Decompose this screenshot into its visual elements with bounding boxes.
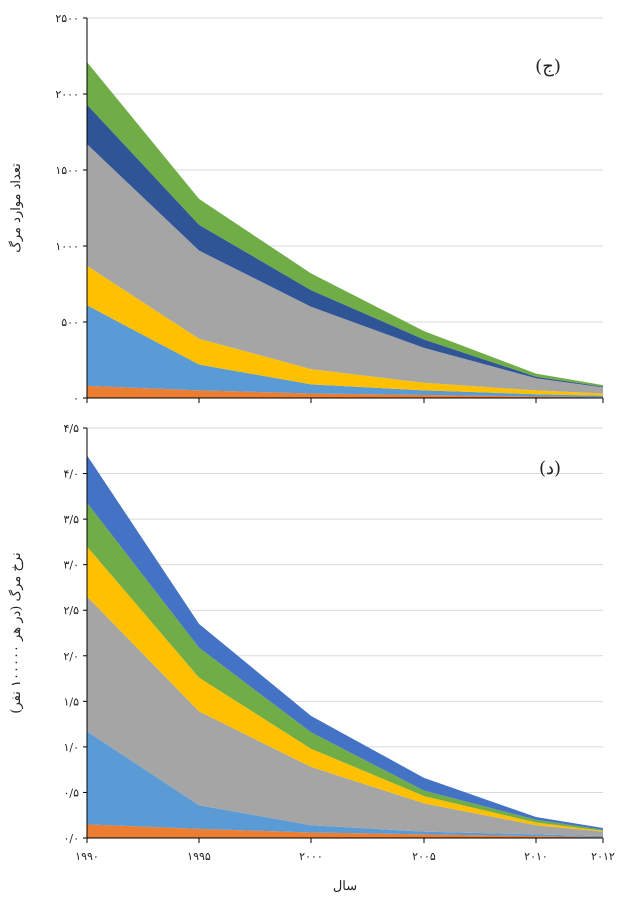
y-tick-label: ۱۵۰۰ [55, 164, 79, 177]
y-tick-label: ۳/۵ [63, 513, 79, 526]
x-tick-label: ۲۰۰۵ [412, 850, 436, 863]
y-tick-label: ۴/۵ [63, 422, 79, 435]
y-tick-label: ۰/۰ [63, 832, 79, 845]
x-tick-label: ۲۰۱۲ [591, 850, 615, 863]
x-axis-title: سال [333, 879, 357, 894]
x-tick-label: ۲۰۱۰ [524, 850, 548, 863]
y-axis-title: نرخ مرگ (در هر ۱۰۰۰۰۰ نفر) [8, 552, 24, 713]
y-tick-label: ۴/۰ [63, 468, 79, 481]
chart-panel-2: ۰/۰ ۰/۵ ۱/۰ ۱/۵ ۲/۰ ۲/۵ ۳/۰ ۳/۵ ۴/۰ ۴/۵ (د) نرخ مرگ… [8, 422, 615, 894]
y-tick-label: ۱۰۰۰ [55, 240, 79, 253]
y-tick-label: ۰/۵ [63, 786, 79, 799]
area-series-2 [87, 731, 603, 838]
y-axis-title: تعداد موارد مرگ [8, 163, 24, 253]
area-series-4 [87, 144, 603, 394]
y-tick-label: ۲۵۰۰ [55, 12, 79, 25]
y-tick-label: ۲۰۰۰ [55, 88, 79, 101]
y-tick-label: ۲/۵ [63, 604, 79, 617]
area-series-1 [87, 385, 603, 398]
y-tick-label: ۲/۰ [63, 650, 79, 663]
y-tick-label: ۳/۰ [63, 559, 79, 572]
y-tick-label: ۱/۵ [63, 695, 79, 708]
panel-label: (ج) [535, 56, 561, 77]
area-series-5 [87, 502, 603, 831]
y-tick-label: ۱/۰ [63, 741, 79, 754]
x-tick-label: ۱۹۹۰ [75, 850, 99, 863]
y-tick-label: ۰ [73, 392, 79, 405]
x-tick-label: ۲۰۰۰ [299, 850, 323, 863]
area-series-3 [87, 596, 603, 837]
panel-label: (د) [539, 458, 561, 479]
x-tick-label: ۱۹۹۵ [187, 850, 211, 863]
area-series-2 [87, 305, 603, 398]
y-tick-label: ۵۰۰ [61, 316, 79, 329]
area-series-1 [87, 824, 603, 838]
chart-panel-1: ۰ ۵۰۰ ۱۰۰۰ ۱۵۰۰ ۲۰۰۰ ۲۵۰۰ (ج) تعداد موارد مرگ [8, 12, 604, 405]
area-series-3 [87, 265, 603, 396]
area-series-4 [87, 546, 603, 832]
